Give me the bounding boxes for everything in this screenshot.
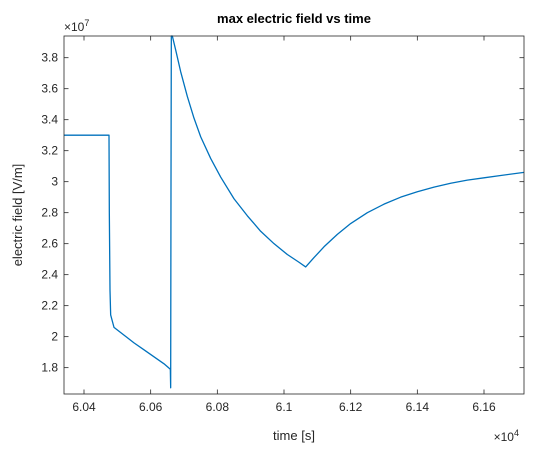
y-tick-label: 2.4 (41, 268, 58, 282)
axes-box (63, 35, 525, 395)
y-tick-label: 3.6 (41, 82, 58, 96)
y-tick-label: 2 (51, 330, 58, 344)
y-axis-multiplier: ×107 (64, 18, 89, 34)
x-tick-label: 6.08 (206, 400, 230, 414)
x-tick-label: 6.06 (139, 400, 163, 414)
x-multiplier-exponent: 4 (514, 428, 519, 438)
series-line-max-electric-field (64, 35, 525, 389)
y-tick-label: 3.8 (41, 51, 58, 65)
y-axis-label: electric field [V/m] (10, 164, 25, 267)
y-multiplier-exponent: 7 (84, 18, 89, 28)
y-tick-label: 1.8 (41, 361, 58, 375)
y-tick-label: 3 (51, 175, 58, 189)
y-tick-label: 2.2 (41, 299, 58, 313)
y-multiplier-base: ×10 (64, 20, 85, 34)
y-tick-label: 2.8 (41, 206, 58, 220)
y-tick-label: 2.6 (41, 237, 58, 251)
x-multiplier-base: ×10 (494, 430, 515, 444)
tick-labels-layer: 6.04 6.06 6.08 6.1 6.12 6.14 6.16 1.8 2 2.2 2.4 2.6… (41, 51, 496, 414)
plot-area (64, 36, 524, 394)
y-tick-label: 3.2 (41, 144, 58, 158)
x-axis-label: time [s] (273, 428, 315, 443)
x-tick-label: 6.14 (406, 400, 430, 414)
x-tick-label: 6.12 (339, 400, 363, 414)
x-axis-multiplier: ×104 (494, 428, 519, 444)
x-tick-label: 6.1 (276, 400, 293, 414)
chart-title: max electric field vs time (217, 11, 371, 26)
x-tick-label: 6.16 (472, 400, 496, 414)
x-tick-label: 6.04 (72, 400, 96, 414)
ticks-layer (64, 36, 524, 394)
y-tick-label: 3.4 (41, 113, 58, 127)
